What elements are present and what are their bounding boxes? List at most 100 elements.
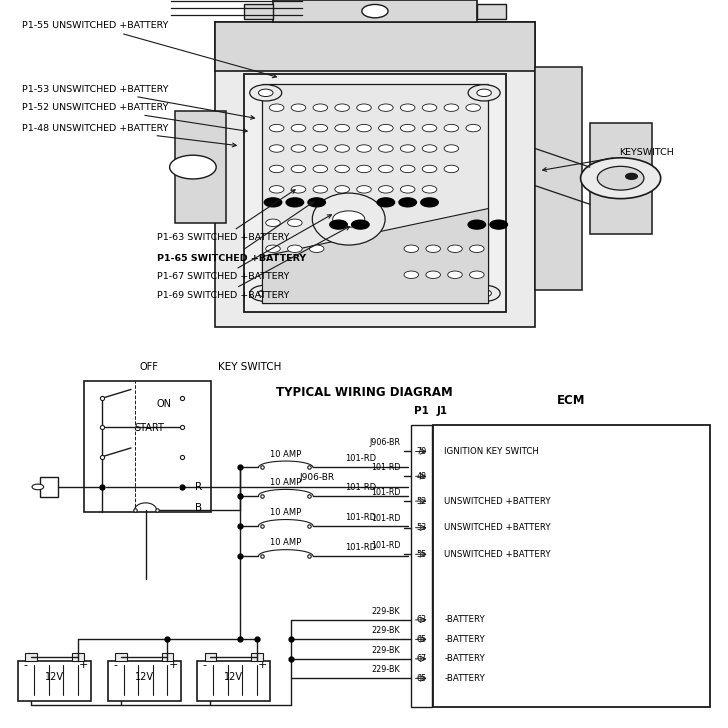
- Bar: [535, 67, 582, 290]
- Circle shape: [330, 220, 347, 229]
- Bar: [433, 425, 710, 707]
- Text: 229-BK: 229-BK: [372, 606, 400, 616]
- Text: 70: 70: [416, 447, 427, 456]
- Circle shape: [269, 104, 284, 111]
- Circle shape: [400, 186, 415, 193]
- Bar: [175, 111, 226, 223]
- Bar: [215, 23, 535, 71]
- Circle shape: [379, 124, 393, 132]
- Circle shape: [466, 104, 480, 111]
- Circle shape: [444, 165, 459, 173]
- Circle shape: [313, 124, 328, 132]
- Bar: [251, 653, 263, 660]
- Circle shape: [333, 211, 365, 227]
- Text: 101-RD: 101-RD: [371, 515, 400, 523]
- Circle shape: [422, 186, 437, 193]
- Circle shape: [291, 165, 306, 173]
- Text: UNSWITCHED +BATTERY: UNSWITCHED +BATTERY: [444, 523, 550, 532]
- Circle shape: [421, 198, 438, 207]
- Circle shape: [313, 165, 328, 173]
- Bar: [273, 0, 477, 23]
- Circle shape: [400, 165, 415, 173]
- Text: 55: 55: [416, 550, 427, 559]
- Circle shape: [357, 124, 371, 132]
- Text: J906-BR: J906-BR: [299, 472, 334, 482]
- Bar: [40, 477, 58, 496]
- Bar: [197, 660, 270, 701]
- Text: 12V: 12V: [224, 673, 243, 682]
- Bar: [108, 660, 181, 701]
- Text: P1-63 SWITCHED +BATTERY: P1-63 SWITCHED +BATTERY: [157, 190, 295, 242]
- Circle shape: [470, 271, 484, 278]
- Text: IGNITION KEY SWITCH: IGNITION KEY SWITCH: [444, 447, 539, 456]
- Text: R: R: [195, 482, 202, 492]
- Circle shape: [266, 245, 280, 253]
- Text: P1-65 SWITCHED +BATTERY: P1-65 SWITCHED +BATTERY: [157, 202, 313, 263]
- Polygon shape: [262, 208, 488, 303]
- Text: KEYSWITCH: KEYSWITCH: [542, 148, 673, 171]
- Circle shape: [379, 186, 393, 193]
- Circle shape: [399, 198, 416, 207]
- Text: -: -: [202, 660, 207, 670]
- Text: TYPICAL WIRING DIAGRAM: TYPICAL WIRING DIAGRAM: [276, 387, 452, 400]
- Circle shape: [581, 158, 661, 199]
- Text: 67: 67: [416, 654, 427, 663]
- Circle shape: [448, 271, 462, 278]
- Circle shape: [291, 186, 306, 193]
- Bar: [84, 381, 211, 512]
- Text: -: -: [113, 660, 117, 670]
- Circle shape: [468, 285, 500, 301]
- Text: 101-RD: 101-RD: [345, 483, 376, 491]
- Text: 101-RD: 101-RD: [371, 463, 400, 472]
- Circle shape: [335, 165, 349, 173]
- Bar: [262, 84, 488, 303]
- Bar: [215, 23, 535, 327]
- Circle shape: [258, 290, 273, 297]
- Text: P1: P1: [414, 406, 429, 416]
- Circle shape: [269, 124, 284, 132]
- Circle shape: [477, 290, 491, 297]
- Text: 63: 63: [416, 615, 427, 625]
- Text: 65: 65: [416, 674, 427, 683]
- Circle shape: [400, 124, 415, 132]
- Circle shape: [170, 155, 216, 179]
- Text: J1: J1: [437, 406, 448, 416]
- Circle shape: [422, 145, 437, 152]
- Circle shape: [250, 84, 282, 101]
- Circle shape: [470, 245, 484, 253]
- Text: -BATTERY: -BATTERY: [444, 615, 485, 625]
- Circle shape: [400, 104, 415, 111]
- Text: 65: 65: [416, 635, 427, 644]
- Text: 101-RD: 101-RD: [345, 513, 376, 522]
- Text: 48: 48: [416, 472, 427, 480]
- Circle shape: [269, 145, 284, 152]
- Circle shape: [313, 186, 328, 193]
- Circle shape: [269, 186, 284, 193]
- Circle shape: [335, 124, 349, 132]
- Text: 12V: 12V: [135, 673, 154, 682]
- Circle shape: [291, 145, 306, 152]
- Circle shape: [422, 165, 437, 173]
- Text: OFF: OFF: [140, 362, 159, 372]
- Circle shape: [626, 173, 638, 179]
- Circle shape: [444, 145, 459, 152]
- Circle shape: [313, 104, 328, 111]
- Text: 229-BK: 229-BK: [372, 646, 400, 654]
- Text: B: B: [195, 503, 202, 513]
- Circle shape: [250, 285, 282, 301]
- Text: 229-BK: 229-BK: [372, 665, 400, 674]
- Circle shape: [335, 186, 349, 193]
- Circle shape: [422, 124, 437, 132]
- Text: +: +: [169, 660, 178, 670]
- Bar: [477, 4, 506, 19]
- Circle shape: [288, 219, 302, 226]
- Text: 101-RD: 101-RD: [345, 543, 376, 552]
- Circle shape: [32, 484, 44, 490]
- Text: -: -: [23, 660, 28, 670]
- Circle shape: [377, 198, 395, 207]
- Bar: [25, 653, 37, 660]
- Circle shape: [404, 245, 419, 253]
- Circle shape: [313, 145, 328, 152]
- Circle shape: [444, 104, 459, 111]
- Text: 101-RD: 101-RD: [371, 541, 400, 550]
